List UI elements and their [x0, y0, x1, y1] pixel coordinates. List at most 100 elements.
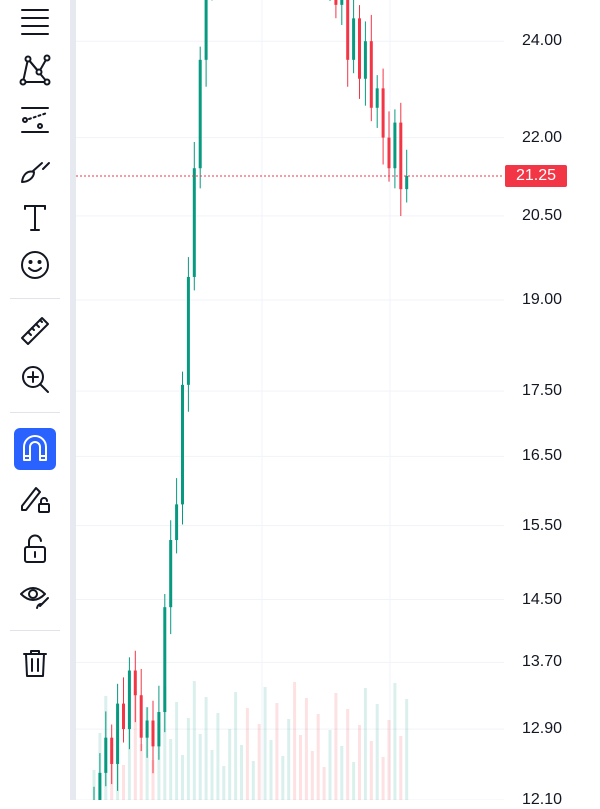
candle-body	[405, 176, 409, 190]
candle-body	[157, 712, 161, 747]
volume-bar	[340, 746, 344, 800]
candle-body	[98, 772, 102, 800]
candle-body	[369, 41, 373, 108]
candle-body	[204, 0, 208, 60]
price-axis-label: 22.00	[521, 128, 562, 146]
price-axis-label: 14.50	[521, 590, 562, 608]
volume-bar	[322, 767, 326, 800]
volume-bar	[192, 681, 196, 800]
price-axis-label: 20.50	[521, 206, 562, 224]
candle-body	[387, 137, 391, 169]
candle-body	[110, 737, 114, 764]
drawing-toolbar	[0, 0, 70, 800]
candle-body	[375, 88, 379, 108]
volume-bar	[234, 692, 238, 800]
price-axis-label: 24.00	[521, 32, 562, 50]
volume-bar	[328, 730, 332, 800]
volume-bar	[399, 736, 403, 800]
volume-bar	[163, 686, 167, 800]
volume-bar	[151, 760, 155, 800]
volume-bar	[198, 734, 202, 800]
volume-bar	[210, 750, 214, 800]
volume-bar	[304, 698, 308, 800]
candle-body	[186, 276, 190, 385]
volume-bar	[352, 762, 356, 800]
volume-bar	[157, 723, 161, 800]
volume-bar	[334, 693, 338, 800]
magnet-tool[interactable]	[14, 428, 56, 470]
volume-bar	[92, 770, 96, 800]
candle-body	[340, 0, 344, 5]
volume-bar	[275, 703, 279, 800]
remove-drawings-tool[interactable]	[14, 642, 56, 684]
chart-area[interactable]: 34.0032.0030.0028.0026.0024.0022.0020.50…	[76, 0, 600, 808]
volume-bar	[263, 687, 267, 800]
volume-bar	[127, 728, 131, 800]
volume-bar	[181, 755, 184, 800]
volume-bar	[245, 708, 249, 800]
candle-body	[363, 41, 367, 79]
candle-body	[198, 59, 202, 169]
volume-bar	[110, 749, 114, 800]
candlestick-chart[interactable]	[76, 0, 600, 800]
forecasting-tool[interactable]	[14, 98, 56, 140]
lock-all-tool[interactable]	[14, 528, 56, 570]
hide-drawings-tool[interactable]	[14, 574, 56, 616]
volume-bar	[281, 756, 285, 800]
volume-bar	[216, 713, 220, 800]
toolbar-divider	[10, 412, 60, 413]
zoom-in-tool[interactable]	[14, 358, 56, 400]
volume-bar	[287, 719, 291, 800]
volume-bar	[310, 751, 314, 800]
volume-bar	[104, 696, 108, 800]
candle-body	[133, 670, 137, 696]
text-icon	[24, 205, 46, 231]
pattern-nodes-icon	[19, 54, 51, 86]
volume-bar	[369, 741, 373, 800]
volume-bar	[175, 702, 179, 800]
candle-body	[175, 504, 179, 541]
candle-body	[145, 720, 149, 738]
volume-bar	[169, 739, 173, 800]
volume-bar	[299, 735, 302, 800]
candle-body	[163, 607, 167, 713]
volume-bar	[393, 683, 397, 800]
candle-body	[104, 737, 108, 773]
volume-bar	[186, 718, 190, 800]
candle-body	[393, 122, 397, 169]
price-axis-label: 12.10	[521, 791, 562, 808]
brushes-tool[interactable]	[14, 148, 56, 190]
volume-bar	[251, 761, 255, 800]
price-axis-label: 15.50	[521, 516, 562, 534]
lock-drawings-tool[interactable]	[14, 478, 56, 520]
icons-tool[interactable]	[14, 244, 56, 286]
text-tool[interactable]	[14, 196, 56, 238]
candle-body	[346, 0, 350, 60]
volume-bar	[293, 682, 297, 800]
volume-bar	[240, 745, 243, 800]
volume-bar	[257, 724, 261, 800]
measure-tool[interactable]	[14, 310, 56, 352]
candle-body	[127, 670, 131, 730]
trend-lines-tool[interactable]	[14, 0, 56, 42]
magnet-icon	[23, 435, 47, 461]
toolbar-divider	[10, 630, 60, 631]
volume-bar	[358, 725, 361, 800]
eye-brush-icon	[20, 587, 49, 609]
candles	[92, 0, 409, 800]
candle-body	[334, 0, 338, 5]
volume-bar	[145, 707, 149, 800]
chart-grid	[76, 0, 504, 800]
volume-bar	[204, 697, 208, 800]
candle-body	[116, 703, 120, 764]
ruler-icon	[21, 317, 49, 345]
trash-icon	[23, 650, 47, 677]
price-axis-label: 13.70	[521, 653, 562, 671]
candle-body	[352, 18, 356, 60]
unlock-icon	[24, 534, 46, 563]
candle-body	[381, 88, 385, 138]
volume-bar	[139, 744, 143, 800]
volume-bar	[387, 720, 391, 800]
patterns-tool[interactable]	[14, 48, 56, 90]
volume-bar	[405, 699, 409, 800]
